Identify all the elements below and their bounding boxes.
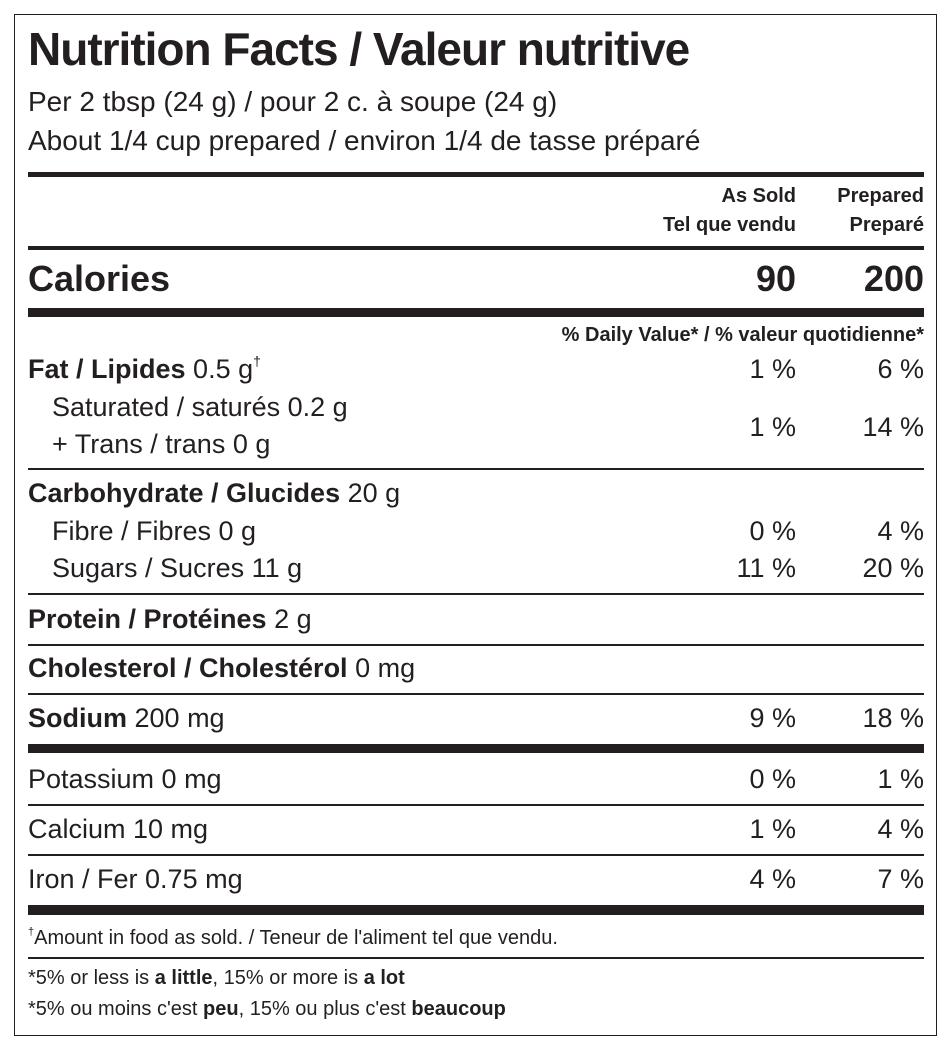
cholesterol-row: Cholesterol / Cholestérol 0 mg	[28, 655, 415, 682]
iron-as-sold: 4 %	[749, 864, 796, 894]
iron-prepared: 7 %	[877, 864, 924, 894]
protein-amount: 2 g	[274, 604, 312, 634]
serving-size: Per 2 tbsp (24 g) / pour 2 c. à soupe (2…	[28, 86, 558, 117]
iron-label: Iron / Fer 0.75 mg	[28, 864, 243, 894]
footnote-bold: beaucoup	[411, 998, 506, 1020]
fibre-prepared: 4 %	[877, 516, 924, 546]
footnote-fr: *5% ou moins c'est peu, 15% ou plus c'es…	[28, 999, 506, 1019]
carbohydrate-amount: 20 g	[347, 478, 401, 508]
divider	[28, 957, 924, 959]
footnote-text: *5% or less is	[28, 967, 155, 989]
serving-prepared: About 1/4 cup prepared / environ 1/4 de …	[28, 125, 701, 156]
sodium-label: Sodium	[28, 703, 127, 733]
potassium-as-sold: 0 %	[749, 764, 796, 794]
label-title: Nutrition Facts / Valeur nutritive	[28, 23, 690, 75]
footnote-bold: a little	[154, 967, 213, 989]
footnote-bold: a lot	[363, 967, 405, 989]
fat-prepared: 6 %	[877, 354, 924, 384]
footnote-dagger: †Amount in food as sold. / Teneur de l'a…	[28, 926, 558, 949]
footnote-text: , 15% or more is	[212, 967, 364, 989]
col-prepared-fr: Preparé	[849, 214, 925, 236]
carbohydrate-label: Carbohydrate / Glucides	[28, 478, 341, 508]
footnote-en: *5% or less is a little, 15% or more is …	[28, 968, 405, 988]
footnote-text: , 15% ou plus c'est	[238, 998, 412, 1020]
divider	[28, 804, 924, 806]
sugars-as-sold: 11 %	[736, 553, 796, 583]
fibre-label: Fibre / Fibres 0 g	[52, 516, 257, 546]
potassium-prepared: 1 %	[877, 764, 924, 794]
fat-amount: 0.5 g	[193, 354, 254, 384]
divider	[28, 693, 924, 695]
trans-label: + Trans / trans 0 g	[52, 429, 271, 459]
calories-as-sold: 90	[755, 258, 796, 299]
col-as-sold-en: As Sold	[721, 185, 796, 207]
sodium-amount: 200 mg	[134, 703, 225, 733]
saturated-prepared: 14 %	[862, 412, 924, 442]
dagger-mark: †	[28, 926, 35, 938]
divider	[28, 468, 924, 470]
footnote-bold: peu	[203, 998, 239, 1020]
sodium-prepared: 18 %	[862, 703, 924, 733]
sugars-label: Sugars / Sucres 11 g	[52, 553, 303, 583]
sugars-prepared: 20 %	[862, 553, 924, 583]
calcium-as-sold: 1 %	[749, 814, 796, 844]
divider	[28, 905, 924, 915]
fat-as-sold: 1 %	[749, 354, 796, 384]
col-as-sold-fr: Tel que vendu	[663, 214, 796, 236]
sodium-as-sold: 9 %	[749, 703, 796, 733]
saturated-label: Saturated / saturés 0.2 g	[52, 392, 348, 422]
calories-prepared: 200	[863, 258, 924, 299]
protein-row: Protein / Protéines 2 g	[28, 606, 312, 633]
divider	[28, 172, 924, 177]
cholesterol-label: Cholesterol / Cholestérol	[28, 653, 348, 683]
divider	[28, 308, 924, 317]
potassium-label: Potassium 0 mg	[28, 764, 222, 794]
calories-label: Calories	[28, 258, 171, 299]
label-border	[14, 14, 937, 1036]
divider	[28, 593, 924, 595]
sodium-row: Sodium 200 mg	[28, 705, 225, 732]
footnote-text: *5% ou moins c'est	[28, 998, 204, 1020]
saturated-as-sold: 1 %	[749, 412, 796, 442]
fat-label: Fat / Lipides	[28, 354, 186, 384]
dagger-mark: †	[253, 353, 261, 369]
fat-row: Fat / Lipides 0.5 g†	[28, 353, 261, 384]
divider	[28, 854, 924, 856]
protein-label: Protein / Protéines	[28, 604, 267, 634]
calcium-label: Calcium 10 mg	[28, 814, 209, 844]
cholesterol-amount: 0 mg	[355, 653, 416, 683]
carbohydrate-row: Carbohydrate / Glucides 20 g	[28, 480, 400, 507]
footnote-dagger-text: Amount in food as sold. / Teneur de l'al…	[34, 927, 558, 949]
col-prepared-en: Prepared	[837, 185, 924, 207]
divider	[28, 246, 924, 250]
daily-value-header: % Daily Value* / % valeur quotidienne*	[561, 324, 924, 346]
divider	[28, 744, 924, 753]
fibre-as-sold: 0 %	[749, 516, 796, 546]
calcium-prepared: 4 %	[877, 814, 924, 844]
divider	[28, 644, 924, 646]
